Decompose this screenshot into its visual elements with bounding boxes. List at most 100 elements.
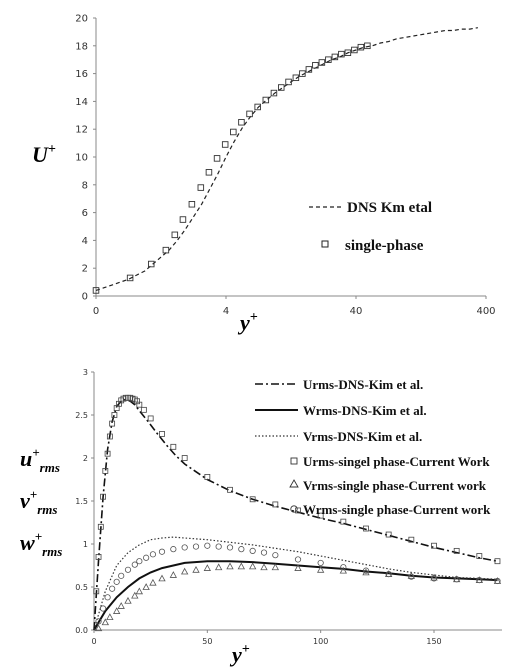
- series-single-phase-point: [92, 287, 100, 294]
- series-urms-cw-point: [106, 433, 113, 440]
- series-vrms-cw-point: [112, 607, 121, 614]
- series-wrms-cw-point: [494, 577, 501, 585]
- series-wrms-cw-point: [272, 552, 279, 559]
- series-wrms-cw-point: [192, 543, 200, 550]
- series-single-phase-point: [338, 50, 345, 58]
- top-y-tick-label: 10: [75, 153, 88, 164]
- series-vrms-cw-point: [203, 564, 212, 571]
- series-urms-cw-point: [102, 467, 109, 474]
- series-single-phase-point: [325, 56, 332, 63]
- series-vrms-cw-point: [142, 583, 150, 590]
- series-single-phase-point: [357, 43, 365, 51]
- series-wrms-cw-point: [136, 558, 143, 565]
- series-wrms-cw-point: [249, 547, 256, 554]
- series-vrms-dns-line: [93, 536, 498, 631]
- bottom-x-tick-label: 0: [91, 637, 96, 646]
- series-vrms-cw-point: [117, 602, 125, 609]
- legend-vrms-dns-label: Vrms-DNS-Kim et al.: [303, 429, 422, 444]
- series-wrms-cw-point: [109, 585, 116, 592]
- top-y-tick-label: 8: [82, 180, 88, 191]
- bottom-y-label-wrms: w+rms: [20, 529, 62, 559]
- series-single-phase-point: [351, 46, 358, 54]
- series-urms-cw-point: [136, 401, 143, 408]
- series-wrms-cw-point: [260, 549, 268, 556]
- series-wrms-cw-point: [476, 577, 483, 584]
- series-vrms-cw-point: [362, 568, 370, 576]
- legend-urms-cw-swatch: [290, 457, 298, 465]
- series-wrms-cw-point: [408, 573, 415, 580]
- series-single-phase-point: [179, 216, 187, 223]
- series-urms-cw-point: [93, 588, 100, 595]
- legend-vrms-cw-label: Vrms-single phase-Current work: [303, 478, 487, 493]
- top-y-tick-label: 16: [75, 69, 88, 80]
- legend-wrms-cw-swatch: [290, 505, 298, 513]
- series-urms-cw-point: [109, 420, 116, 427]
- legend-urms-dns-label: Urms-DNS-Kim et al.: [303, 377, 423, 392]
- bottom-y-label-urms: u+rms: [20, 445, 60, 475]
- series-urms-cw-point: [431, 542, 437, 549]
- bottom-y-tick-label: 2: [83, 454, 88, 463]
- series-single-phase-point: [299, 70, 306, 77]
- series-vrms-cw-point: [226, 562, 234, 570]
- series-urms-cw-point: [227, 486, 233, 493]
- series-vrms-cw-point: [260, 563, 268, 571]
- series-single-phase-point: [213, 155, 221, 162]
- top-legend: DNS Km etal single-phase: [309, 200, 432, 254]
- series-single-phase-point: [205, 169, 213, 176]
- series-vrms-cw-point: [430, 573, 438, 581]
- series-wrms-cw-point: [104, 594, 111, 601]
- legend-dns-km-label: DNS Km etal: [347, 200, 432, 216]
- series-urms-dns-line: [93, 398, 498, 631]
- series-urms-cw-point: [453, 547, 460, 554]
- top-x-ticks: 0 4 40 400: [93, 296, 496, 317]
- series-wrms-cw-point: [181, 544, 188, 551]
- legend-vrms-cw-swatch: [289, 479, 299, 488]
- series-wrms-cw-point: [143, 554, 150, 561]
- series-urms-cw-point: [295, 507, 301, 514]
- series-wrms-cw-point: [99, 605, 107, 612]
- bottom-x-ticks: 0 50 100 150: [91, 630, 442, 646]
- top-y-tick-label: 0: [82, 292, 88, 303]
- series-wrms-cw-point: [430, 575, 438, 582]
- series-wrms-cw-point: [95, 618, 102, 625]
- series-single-phase-point: [331, 53, 339, 61]
- series-wrms-cw-point: [131, 561, 138, 568]
- top-y-ticks: 0 2 4 6 8 10 12 14 16 18 20: [75, 14, 96, 303]
- top-x-tick-label: 4: [223, 306, 229, 317]
- series-wrms-cw-point: [158, 548, 166, 555]
- legend-urms-cw-label: Urms-singel phase-Current Work: [303, 454, 490, 469]
- series-vrms-cw-point: [180, 567, 189, 575]
- series-urms-cw-point: [249, 496, 256, 503]
- series-urms-cw-point: [494, 558, 501, 565]
- series-single-phase-point: [254, 103, 261, 111]
- series-vrms-cw-point: [407, 571, 416, 579]
- series-single-phase-point: [278, 84, 285, 91]
- series-wrms-cw-point: [215, 543, 222, 550]
- series-vrms-cw-point: [135, 587, 144, 595]
- series-urms-cw-point: [181, 455, 188, 461]
- series-wrms-cw-point: [340, 564, 347, 571]
- top-x-tick-label: 400: [476, 306, 495, 317]
- series-vrms-cw-point: [316, 565, 325, 573]
- top-y-axis-label: U+: [32, 142, 56, 167]
- bottom-y-tick-label: 0.0: [75, 626, 88, 635]
- series-single-phase-point: [171, 231, 179, 239]
- series-vrms-cw-point: [94, 624, 103, 632]
- series-urms-cw-point: [408, 536, 415, 543]
- series-vrms-cw-point: [339, 566, 348, 574]
- series-urms-cw-point: [340, 518, 347, 525]
- legend-wrms-dns-label: Wrms-DNS-Kim et al.: [303, 403, 427, 418]
- series-urms-cw-point: [317, 512, 324, 519]
- series-vrms-cw-point: [271, 563, 280, 571]
- series-vrms-cw-point: [237, 562, 246, 570]
- series-urms-cw-point: [95, 554, 102, 560]
- series-urms-cw-point: [111, 412, 118, 418]
- series-wrms-cw-point: [317, 559, 324, 567]
- series-single-phase-point: [147, 260, 155, 268]
- series-vrms-cw-point: [169, 571, 178, 578]
- series-single-phase-point: [238, 118, 245, 126]
- series-urms-cw-point: [159, 431, 165, 437]
- series-wrms-cw-point: [149, 551, 157, 558]
- series-single-phase-point: [270, 89, 278, 97]
